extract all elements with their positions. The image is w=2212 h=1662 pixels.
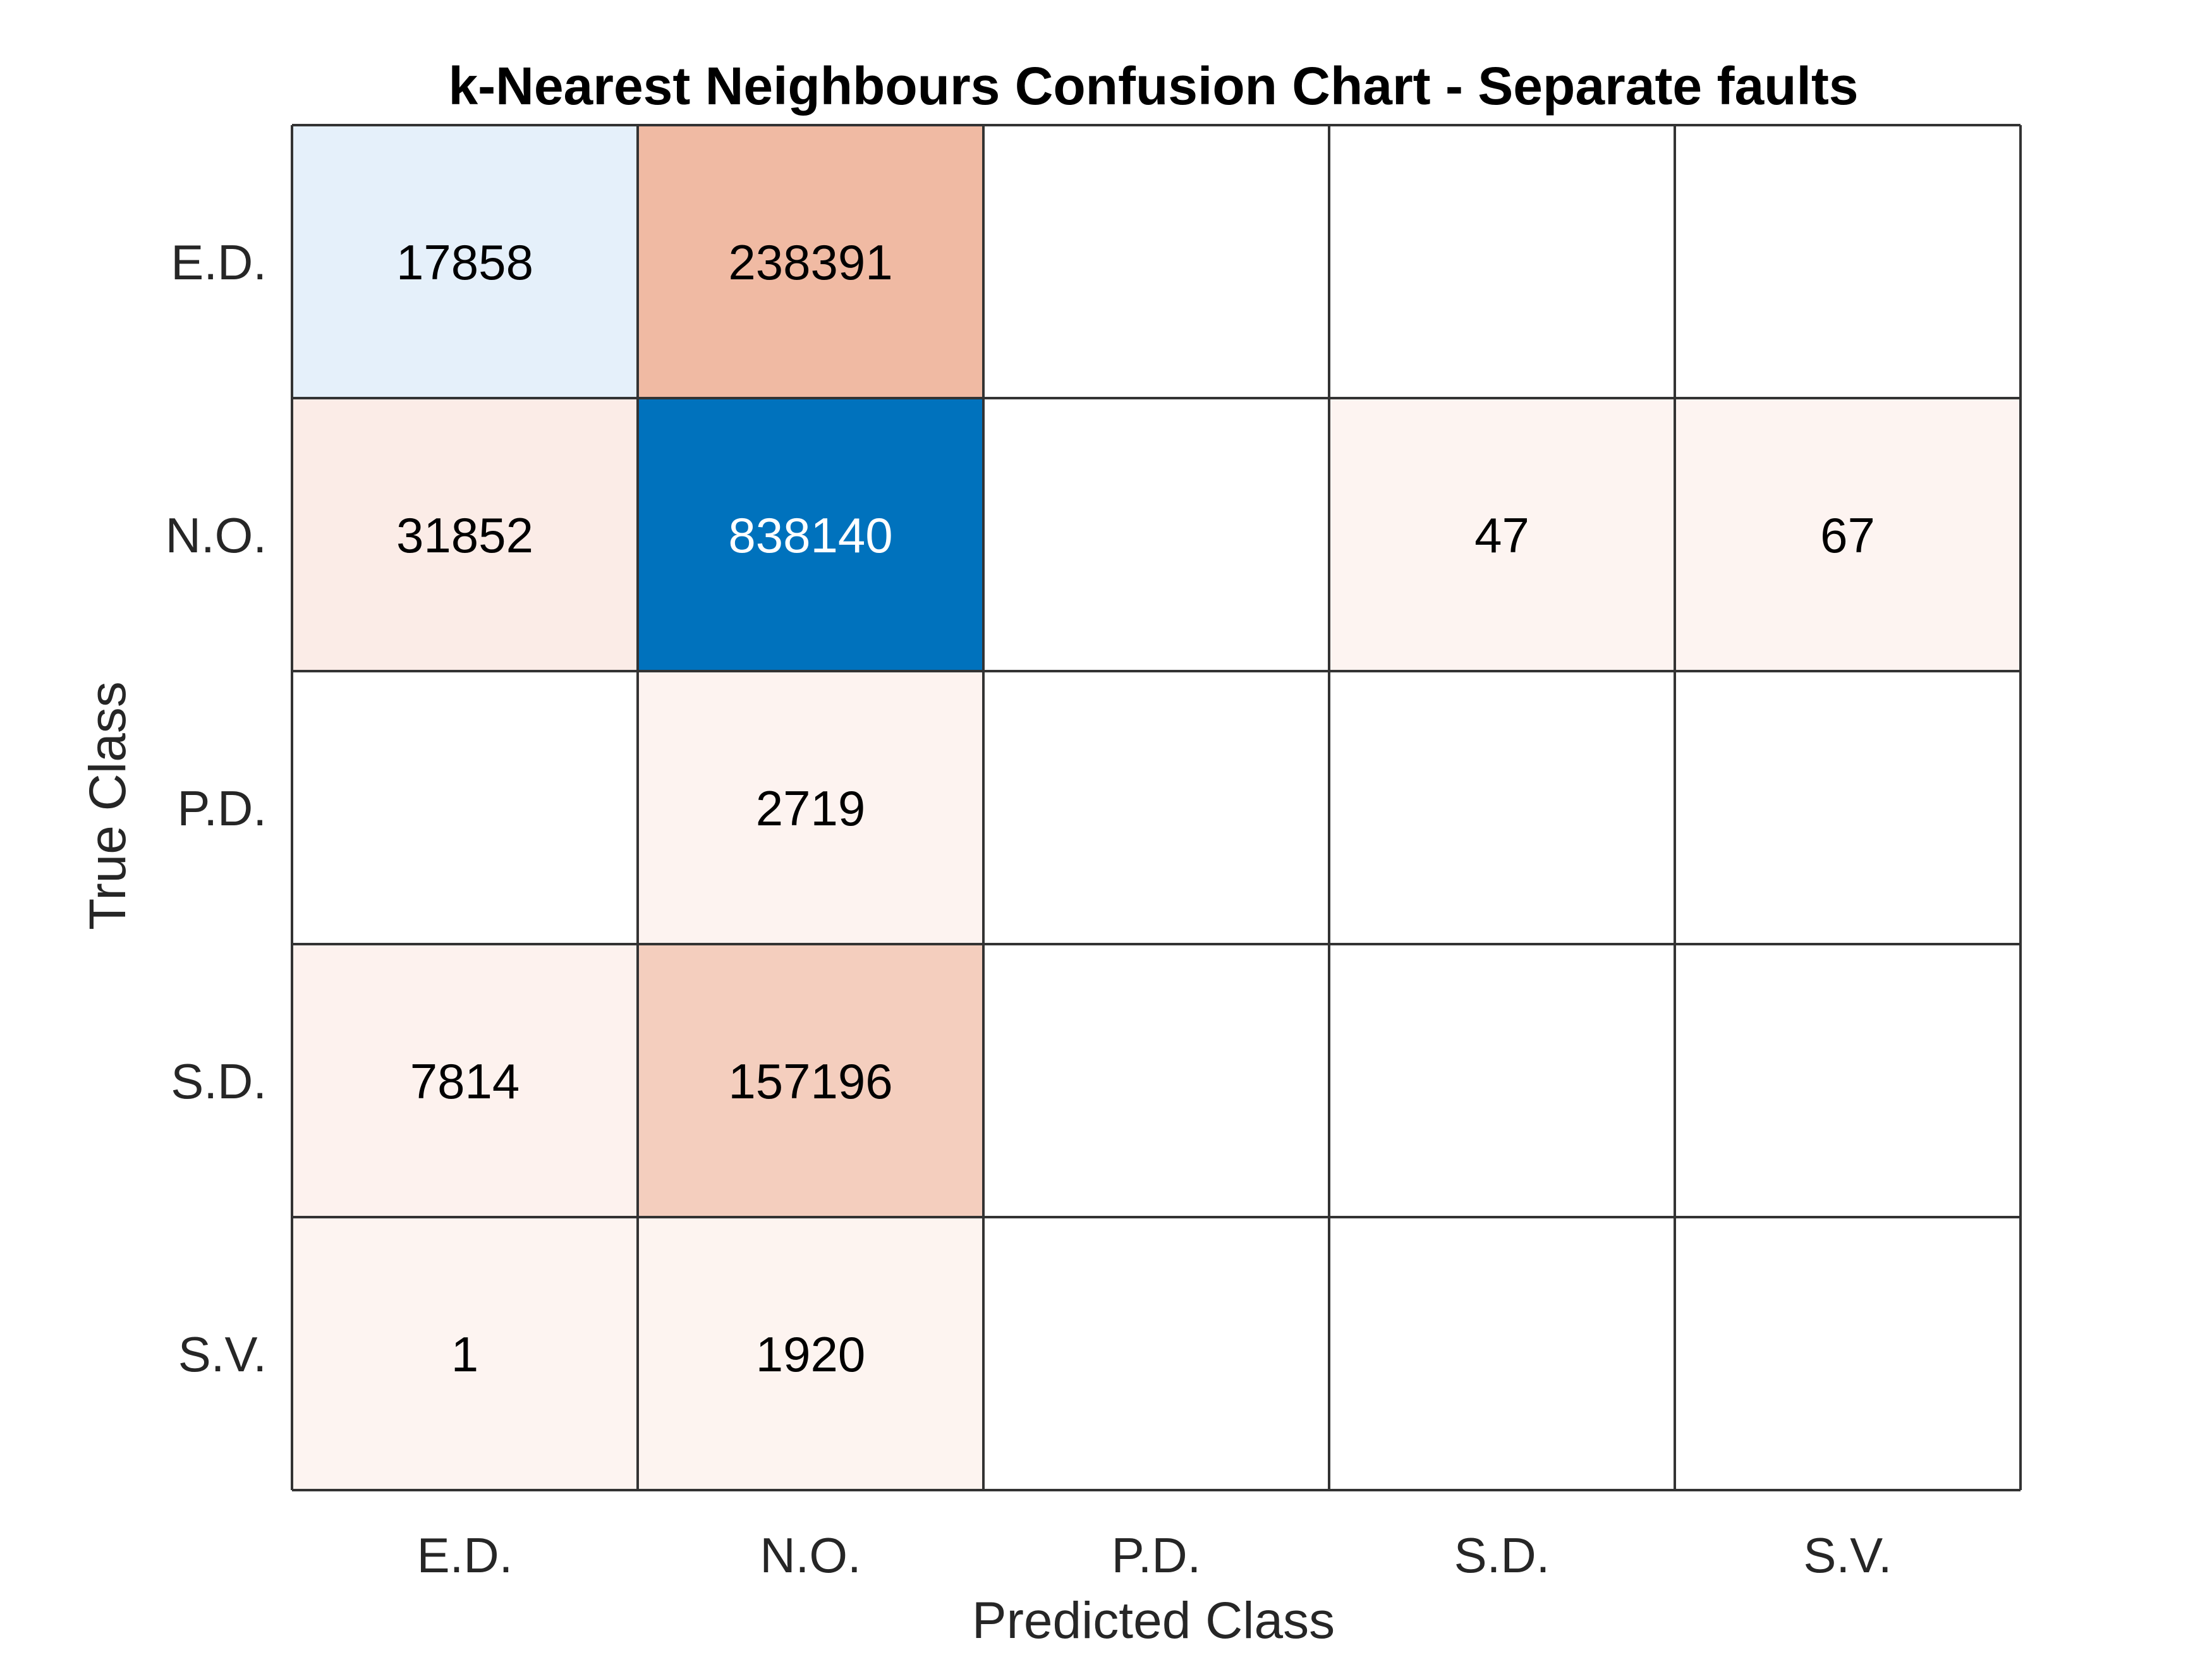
y-tick-label: E.D. bbox=[171, 234, 267, 290]
x-tick-label: N.O. bbox=[760, 1527, 861, 1583]
y-tick-label: S.V. bbox=[178, 1326, 267, 1382]
cell-0-0 bbox=[292, 125, 638, 398]
grid-layer bbox=[291, 124, 2022, 1491]
cell-4-1 bbox=[638, 1217, 983, 1490]
cell-value-1-1: 838140 bbox=[728, 507, 892, 563]
cell-1-3 bbox=[1329, 398, 1675, 671]
x-tick-label: S.V. bbox=[1803, 1527, 1892, 1583]
x-tick-label: S.D. bbox=[1454, 1527, 1550, 1583]
x-tick-labels: E.D. N.O. P.D. S.D. S.V. bbox=[417, 1527, 1892, 1583]
cell-0-4 bbox=[1675, 125, 2021, 398]
cell-2-0 bbox=[292, 671, 638, 944]
y-tick-label: P.D. bbox=[177, 780, 267, 836]
cell-value-2-1: 2719 bbox=[756, 780, 866, 836]
cell-3-4 bbox=[1675, 944, 2021, 1217]
cells-layer bbox=[292, 125, 2021, 1490]
y-tick-label: N.O. bbox=[166, 507, 267, 563]
cell-4-0 bbox=[292, 1217, 638, 1490]
chart-title: k-Nearest Neighbours Confusion Chart - S… bbox=[448, 56, 1858, 116]
cell-0-1 bbox=[638, 125, 983, 398]
cell-value-1-4: 67 bbox=[1820, 507, 1875, 563]
cell-value-1-3: 47 bbox=[1474, 507, 1529, 563]
cell-1-0 bbox=[292, 398, 638, 671]
cell-3-2 bbox=[983, 944, 1329, 1217]
cell-0-2 bbox=[983, 125, 1329, 398]
cell-4-2 bbox=[983, 1217, 1329, 1490]
cell-value-0-0: 17858 bbox=[396, 234, 533, 290]
cell-1-4 bbox=[1675, 398, 2021, 671]
y-axis-label: True Class bbox=[79, 681, 137, 930]
cell-value-4-1: 1920 bbox=[756, 1326, 866, 1382]
cell-value-3-1: 157196 bbox=[728, 1053, 892, 1109]
cell-1-1 bbox=[638, 398, 983, 671]
y-tick-label: S.D. bbox=[171, 1053, 267, 1109]
cell-value-4-0: 1 bbox=[451, 1326, 478, 1382]
cell-value-0-1: 238391 bbox=[728, 234, 892, 290]
cell-4-3 bbox=[1329, 1217, 1675, 1490]
cell-value-3-0: 7814 bbox=[410, 1053, 520, 1109]
y-tick-labels: E.D. N.O. P.D. S.D. S.V. bbox=[166, 234, 267, 1382]
values-layer: 17858 238391 31852 838140 47 67 2719 7814 157196… bbox=[396, 234, 1875, 1382]
cell-2-4 bbox=[1675, 671, 2021, 944]
cell-1-2 bbox=[983, 398, 1329, 671]
cell-2-3 bbox=[1329, 671, 1675, 944]
cell-3-0 bbox=[292, 944, 638, 1217]
cell-3-1 bbox=[638, 944, 983, 1217]
x-tick-label: P.D. bbox=[1112, 1527, 1201, 1583]
cell-2-1 bbox=[638, 671, 983, 944]
cell-0-3 bbox=[1329, 125, 1675, 398]
cell-2-2 bbox=[983, 671, 1329, 944]
cell-3-3 bbox=[1329, 944, 1675, 1217]
cell-value-1-0: 31852 bbox=[396, 507, 533, 563]
x-tick-label: E.D. bbox=[417, 1527, 513, 1583]
x-axis-label: Predicted Class bbox=[972, 1592, 1335, 1649]
cell-4-4 bbox=[1675, 1217, 2021, 1490]
